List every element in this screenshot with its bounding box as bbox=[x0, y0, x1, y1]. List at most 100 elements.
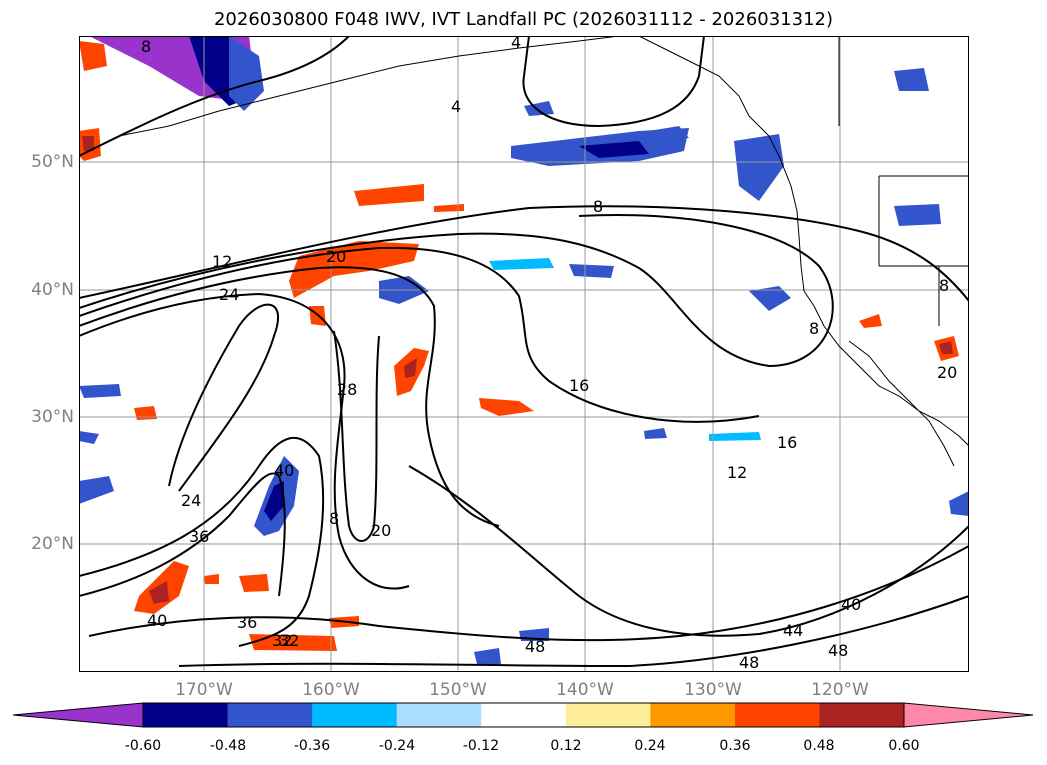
patch-blue-w2 bbox=[79, 476, 114, 504]
contour-label: 20 bbox=[326, 247, 346, 266]
colorbar-tick: -0.12 bbox=[462, 738, 500, 754]
patch-blue-c7 bbox=[749, 286, 791, 311]
colorbar-tick: -0.60 bbox=[124, 738, 162, 754]
patch-orange-c10 bbox=[479, 398, 534, 416]
patch-blue-se2 bbox=[644, 428, 667, 439]
contour-label: 48 bbox=[739, 653, 759, 672]
patch-red-sw1 bbox=[149, 581, 169, 604]
contour-48 bbox=[178, 595, 969, 668]
patch-blue-s1 bbox=[474, 648, 501, 664]
patch-orange-sw2 bbox=[239, 574, 269, 592]
patch-cyan-c5 bbox=[489, 258, 554, 270]
map-plot: 8 4 4 8 12 24 20 28 8 16 16 12 24 36 40 … bbox=[79, 36, 969, 672]
colorbar-extend-max bbox=[903, 702, 1034, 728]
map-background bbox=[79, 36, 969, 672]
contour-label: 24 bbox=[219, 285, 239, 304]
state-borders bbox=[838, 36, 969, 326]
patch-navy-core bbox=[264, 481, 284, 521]
patch-orange-c3 bbox=[434, 204, 464, 212]
contour-label: 8 bbox=[939, 276, 949, 295]
page-title: 2026030800 F048 IWV, IVT Landfall PC (20… bbox=[213, 9, 834, 30]
colorbar-tick: 0.36 bbox=[719, 738, 751, 754]
contour-label: 4 bbox=[511, 36, 521, 52]
colorbar-cell bbox=[819, 703, 905, 727]
contour-32 bbox=[408, 465, 969, 637]
lat-label-50n: 50°N bbox=[31, 152, 74, 172]
patch-orange-nw bbox=[79, 41, 107, 71]
contour-40 bbox=[79, 472, 286, 597]
contour-label: 20 bbox=[371, 521, 391, 540]
lat-label-30n: 30°N bbox=[31, 407, 74, 427]
patch-blue-coast bbox=[734, 134, 784, 201]
patch-orange-w30 bbox=[134, 406, 157, 420]
patch-navy-np bbox=[579, 141, 649, 158]
contour-28 bbox=[168, 303, 280, 492]
colorbar-tick: 0.12 bbox=[550, 738, 582, 754]
lon-label-150w: 150°W bbox=[429, 680, 487, 700]
contour-label: 12 bbox=[212, 252, 232, 271]
contour-label: 40 bbox=[274, 461, 294, 480]
contour-label: 36 bbox=[237, 613, 257, 632]
contour-label: 4 bbox=[451, 97, 461, 116]
colorbar-cell bbox=[481, 703, 567, 727]
colorbar bbox=[12, 702, 1034, 728]
colorbar-cell bbox=[312, 703, 398, 727]
graticule bbox=[79, 36, 969, 672]
patch-blue-se3 bbox=[949, 491, 969, 516]
patch-orange-sw5 bbox=[204, 574, 219, 584]
lon-label-120w: 120°W bbox=[811, 680, 869, 700]
patch-red-e1 bbox=[939, 341, 953, 354]
contour-layer bbox=[79, 36, 969, 668]
patch-blue-nw bbox=[229, 36, 264, 111]
lon-label-130w: 130°W bbox=[684, 680, 742, 700]
coastline-aleutians bbox=[118, 36, 620, 137]
colorbar-cells bbox=[142, 702, 905, 728]
contour-12 bbox=[79, 214, 834, 368]
colorbar-tick: 0.24 bbox=[634, 738, 666, 754]
contour-label: 36 bbox=[189, 527, 209, 546]
contour-label: 24 bbox=[181, 491, 201, 510]
colorbar-cell bbox=[650, 703, 736, 727]
contour-label: 16 bbox=[569, 376, 589, 395]
contour-20 bbox=[79, 266, 500, 527]
colorbar-cell bbox=[565, 703, 651, 727]
colorbar-tick: 0.60 bbox=[888, 738, 920, 754]
contour-label: 48 bbox=[828, 641, 848, 660]
coastline-na-west bbox=[638, 36, 969, 447]
contour-8 bbox=[79, 205, 969, 302]
colorbar-cell bbox=[734, 703, 820, 727]
contour-32-core bbox=[333, 330, 380, 542]
lon-label-140w: 140°W bbox=[556, 680, 614, 700]
lat-label-40n: 40°N bbox=[31, 280, 74, 300]
patch-red-c9 bbox=[404, 358, 417, 378]
colorbar-tick: 0.48 bbox=[803, 738, 835, 754]
map-frame bbox=[79, 36, 969, 672]
contour-label: 8 bbox=[141, 37, 151, 56]
colorbar-tick: -0.36 bbox=[293, 738, 331, 754]
contour-36 bbox=[79, 436, 325, 647]
contour-label: 40 bbox=[147, 611, 167, 630]
colorbar-tick: -0.24 bbox=[378, 738, 416, 754]
colorbar-extend-min bbox=[12, 702, 144, 728]
patch-blue-ne bbox=[894, 68, 929, 91]
patch-cyan-se1 bbox=[709, 432, 761, 441]
lat-label-20n: 20°N bbox=[31, 534, 74, 554]
patch-blue-c6 bbox=[569, 264, 614, 278]
contour-label: 8 bbox=[329, 509, 339, 528]
contour-16 bbox=[79, 246, 760, 423]
contour-label: 28 bbox=[337, 380, 357, 399]
contour-label: 8 bbox=[593, 197, 603, 216]
contour-label: 44 bbox=[783, 621, 803, 640]
contour-24 bbox=[79, 292, 410, 590]
contour-label: 16 bbox=[777, 433, 797, 452]
colorbar-tick: -0.48 bbox=[209, 738, 247, 754]
contour-44 bbox=[88, 545, 969, 642]
colorbar-cell bbox=[227, 703, 313, 727]
patch-blue-e3 bbox=[894, 204, 941, 226]
coastline-layer bbox=[118, 36, 969, 467]
anomaly-fill-layer bbox=[79, 36, 969, 664]
contour-label: 40 bbox=[841, 595, 861, 614]
patch-orange-e2 bbox=[859, 314, 882, 328]
lon-label-170w: 170°W bbox=[175, 680, 233, 700]
contour-label: 48 bbox=[525, 637, 545, 656]
